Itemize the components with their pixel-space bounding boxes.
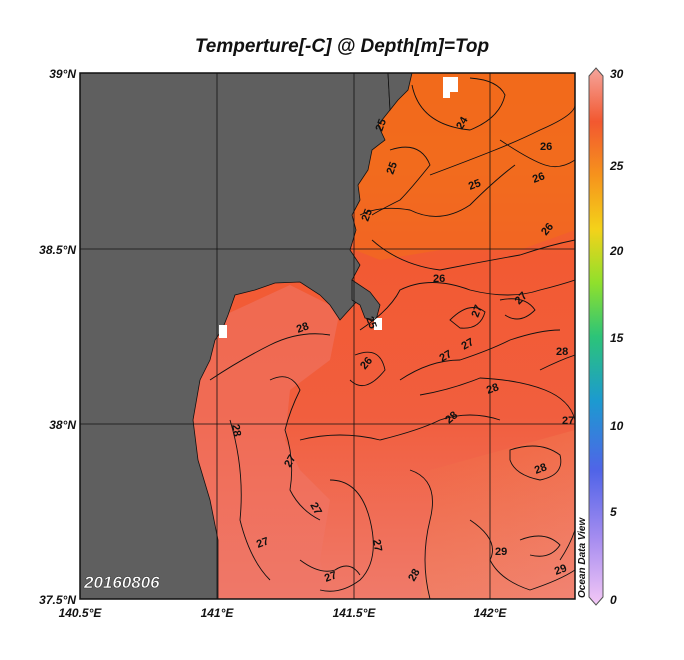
contour-label: 25 bbox=[360, 207, 375, 223]
north-orange-zone bbox=[355, 73, 575, 260]
contour-label: 26 bbox=[540, 141, 552, 153]
colorbar: 30 25 20 15 10 5 0 bbox=[588, 67, 624, 607]
land-north-coast bbox=[387, 73, 413, 112]
contour-label: 27 bbox=[307, 501, 324, 518]
colorbar-label: 0 bbox=[610, 593, 617, 607]
contour-label: 25 bbox=[363, 315, 378, 331]
lon-axis: 140.5°E 141°E 141.5°E 142°E bbox=[59, 606, 508, 620]
land-mass bbox=[80, 73, 391, 599]
contour-label: 28 bbox=[295, 320, 311, 335]
lat-tick-label: 39°N bbox=[49, 67, 76, 81]
contour-label: 28 bbox=[485, 381, 501, 396]
contour-label: 27 bbox=[460, 336, 477, 353]
colorbar-label: 25 bbox=[609, 159, 624, 173]
lon-tick-label: 140.5°E bbox=[59, 606, 103, 620]
contour-label: 27 bbox=[282, 453, 299, 470]
colorbar-label: 5 bbox=[610, 505, 617, 519]
contour-label: 28 bbox=[406, 567, 423, 584]
contour-label: 27 bbox=[370, 538, 384, 552]
contour-label: 27 bbox=[255, 535, 271, 550]
contour-label: 26 bbox=[433, 273, 445, 285]
contour-label: 26 bbox=[531, 170, 547, 185]
lat-tick-label: 38.5°N bbox=[39, 243, 76, 257]
colorbar-label: 10 bbox=[610, 419, 624, 433]
lat-axis: 39°N 38.5°N 38°N 37.5°N bbox=[39, 67, 76, 607]
contour-label: 27 bbox=[470, 303, 485, 319]
no-data-patch bbox=[443, 77, 458, 98]
contour-label: 27 bbox=[323, 569, 339, 584]
contour-label: 25 bbox=[374, 117, 389, 133]
contour-label: 28 bbox=[533, 461, 549, 476]
southeast-warm-zone bbox=[420, 430, 575, 599]
map-frame bbox=[79, 72, 576, 600]
contour-label-layer: 24 25 25 25 25 26 26 26 26 27 27 27 27 2… bbox=[229, 114, 574, 585]
no-data-patch bbox=[219, 325, 227, 338]
colorbar-body bbox=[588, 67, 604, 606]
contour-label: 29 bbox=[495, 546, 507, 558]
contour-label: 28 bbox=[229, 423, 243, 437]
lat-tick-label: 37.5°N bbox=[39, 593, 76, 607]
contour-label: 25 bbox=[467, 177, 483, 192]
lon-tick-label: 141.5°E bbox=[333, 606, 377, 620]
colorbar-label: 20 bbox=[609, 244, 624, 258]
no-data-patch bbox=[374, 318, 382, 330]
map-title: Temperture[-C] @ Depth[m]=Top bbox=[194, 36, 490, 57]
lat-tick-label: 38°N bbox=[49, 418, 76, 432]
contour-label: 25 bbox=[385, 160, 400, 176]
coastal-cool-zone bbox=[192, 285, 340, 599]
lon-tick-label: 142°E bbox=[474, 606, 508, 620]
contour-label: 28 bbox=[556, 346, 568, 358]
contour-label: 27 bbox=[438, 348, 455, 365]
land-peninsula bbox=[351, 279, 381, 321]
odv-watermark: Ocean Data View bbox=[577, 517, 588, 598]
contour-label: 29 bbox=[553, 562, 569, 577]
lon-tick-label: 141°E bbox=[201, 606, 235, 620]
colorbar-label: 30 bbox=[610, 67, 624, 81]
graticule bbox=[80, 73, 575, 599]
date-stamp: 20160806 bbox=[83, 573, 160, 592]
colorbar-label: 15 bbox=[610, 331, 624, 345]
contour-label: 27 bbox=[562, 415, 574, 427]
